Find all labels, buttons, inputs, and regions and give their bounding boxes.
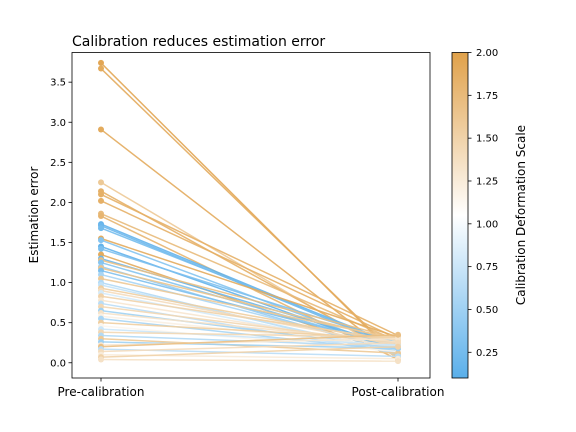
series-line xyxy=(100,328,399,346)
pre-point xyxy=(98,59,104,66)
series-line xyxy=(100,295,399,342)
post-point xyxy=(395,343,401,350)
pre-point xyxy=(98,237,104,244)
series-line xyxy=(100,337,399,354)
y-tick-label: 1.5 xyxy=(50,238,66,249)
pre-point xyxy=(98,356,104,363)
series-line xyxy=(100,358,399,362)
pre-point xyxy=(98,245,104,252)
colorbar-tick-label: 1.50 xyxy=(476,134,498,145)
colorbar-tick-label: 0.50 xyxy=(476,305,498,316)
y-tick-label: 2.5 xyxy=(50,158,66,169)
series-line xyxy=(100,200,399,340)
y-tick-label: 0.5 xyxy=(50,318,66,329)
series-line xyxy=(100,237,399,338)
colorbar-tick-label: 1.25 xyxy=(476,176,498,187)
pre-point xyxy=(98,126,104,133)
series-line xyxy=(100,341,399,350)
chart-title: Calibration reduces estimation error xyxy=(72,34,325,50)
series-line xyxy=(100,248,399,344)
series-line xyxy=(100,277,399,340)
y-tick-label: 3.0 xyxy=(50,118,66,129)
pre-point xyxy=(98,213,104,220)
colorbar-ticks: 0.25 0.50 0.75 1.00 1.25 1.50 1.75 2.00 xyxy=(468,48,498,359)
series-line xyxy=(100,259,399,340)
series-line xyxy=(100,299,399,348)
colorbar-tick-label: 2.00 xyxy=(476,48,498,59)
pre-point xyxy=(98,225,104,232)
series-line xyxy=(100,212,399,342)
colorbar-tick-label: 1.00 xyxy=(476,219,498,230)
colorbar-gradient xyxy=(451,52,469,379)
series-line xyxy=(100,315,399,348)
series-line xyxy=(100,333,399,348)
x-tick-label: Pre-calibration xyxy=(58,385,145,399)
plot-lines xyxy=(100,62,399,362)
x-tick-label: Post-calibration xyxy=(352,385,445,399)
y-axis-title: Estimation error xyxy=(27,167,41,264)
y-axis: 0.0 0.5 1.0 1.5 2.0 2.5 3.0 3.5 xyxy=(50,78,72,369)
post-point xyxy=(395,358,401,365)
x-axis: Pre-calibration Post-calibration xyxy=(58,378,445,399)
colorbar-tick-label: 0.25 xyxy=(476,348,498,359)
y-tick-label: 1.0 xyxy=(50,278,66,289)
colorbar-tick-label: 1.75 xyxy=(476,91,498,102)
pre-point xyxy=(98,191,104,198)
pre-point xyxy=(98,65,104,72)
series-line xyxy=(100,62,399,360)
colorbar-tick-label: 0.75 xyxy=(476,262,498,273)
series-line xyxy=(100,345,399,358)
plot-points xyxy=(98,59,401,365)
pre-point xyxy=(98,179,104,186)
y-tick-label: 0.0 xyxy=(50,358,66,369)
series-line xyxy=(100,193,399,337)
series-line xyxy=(100,67,399,357)
plot-frame xyxy=(71,52,431,379)
colorbar-title: Calibration Deformation Scale xyxy=(514,125,528,305)
y-tick-label: 2.0 xyxy=(50,198,66,209)
post-point xyxy=(395,331,401,338)
colorbar: 0.25 0.50 0.75 1.00 1.25 1.50 1.75 2.00 Calibra… xyxy=(451,48,528,379)
series-line xyxy=(100,341,399,353)
y-tick-label: 3.5 xyxy=(50,78,66,89)
pre-point xyxy=(98,197,104,204)
